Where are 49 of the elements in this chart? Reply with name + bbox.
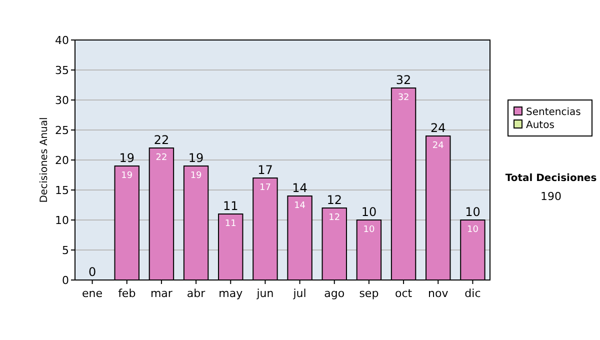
total-label: 11 bbox=[222, 199, 238, 213]
total-label: 32 bbox=[396, 73, 412, 87]
data-label: 22 bbox=[156, 153, 168, 163]
total-label: 22 bbox=[154, 133, 170, 147]
data-label: 19 bbox=[121, 171, 133, 181]
y-tick-label: 15 bbox=[55, 184, 69, 197]
x-tick-label: dic bbox=[464, 287, 481, 300]
total-label: 17 bbox=[258, 163, 273, 177]
x-tick-label: ago bbox=[324, 287, 345, 300]
data-label: 19 bbox=[190, 171, 202, 181]
y-axis-title: Decisiones Anual bbox=[39, 117, 50, 203]
y-tick-label: 30 bbox=[55, 94, 69, 107]
text: Total Decisiones bbox=[505, 173, 597, 184]
data-label: 12 bbox=[328, 213, 340, 223]
total-label: 12 bbox=[326, 193, 342, 207]
data-label: 32 bbox=[398, 93, 410, 103]
total-label: 19 bbox=[188, 151, 204, 165]
data-label: 10 bbox=[363, 225, 375, 235]
text: 190 bbox=[540, 190, 562, 203]
x-tick-label: nov bbox=[428, 287, 449, 300]
total-label: 0 bbox=[88, 265, 96, 279]
data-label: 24 bbox=[432, 141, 444, 151]
x-tick-label: mar bbox=[150, 287, 173, 300]
total-label: 10 bbox=[361, 205, 377, 219]
y-tick-label: 25 bbox=[55, 124, 69, 137]
data-label: 14 bbox=[294, 201, 306, 211]
x-tick-label: sep bbox=[359, 287, 379, 300]
legend-label: Autos bbox=[526, 120, 554, 131]
x-tick-label: may bbox=[218, 287, 244, 300]
x-tick-label: jul bbox=[292, 287, 306, 300]
data-label: 17 bbox=[259, 183, 271, 193]
y-tick-label: 5 bbox=[62, 244, 69, 257]
total-label: 19 bbox=[119, 151, 135, 165]
total-label: 24 bbox=[430, 121, 446, 135]
x-tick-label: feb bbox=[118, 287, 136, 300]
x-tick-label: abr bbox=[186, 287, 206, 300]
data-label: 10 bbox=[466, 225, 479, 235]
legend-label: Sentencias bbox=[526, 107, 581, 118]
total-label: 14 bbox=[292, 181, 308, 195]
data-label: 11 bbox=[224, 219, 236, 229]
total-label: 10 bbox=[465, 205, 480, 219]
x-tick-label: oct bbox=[394, 287, 413, 300]
y-tick-label: 20 bbox=[55, 154, 69, 167]
y-tick-label: 40 bbox=[55, 34, 69, 47]
y-tick-label: 0 bbox=[62, 274, 69, 287]
x-tick-label: jun bbox=[256, 287, 274, 300]
y-tick-label: 10 bbox=[55, 214, 69, 227]
x-tick-label: ene bbox=[82, 287, 103, 300]
y-tick-label: 35 bbox=[55, 64, 69, 77]
